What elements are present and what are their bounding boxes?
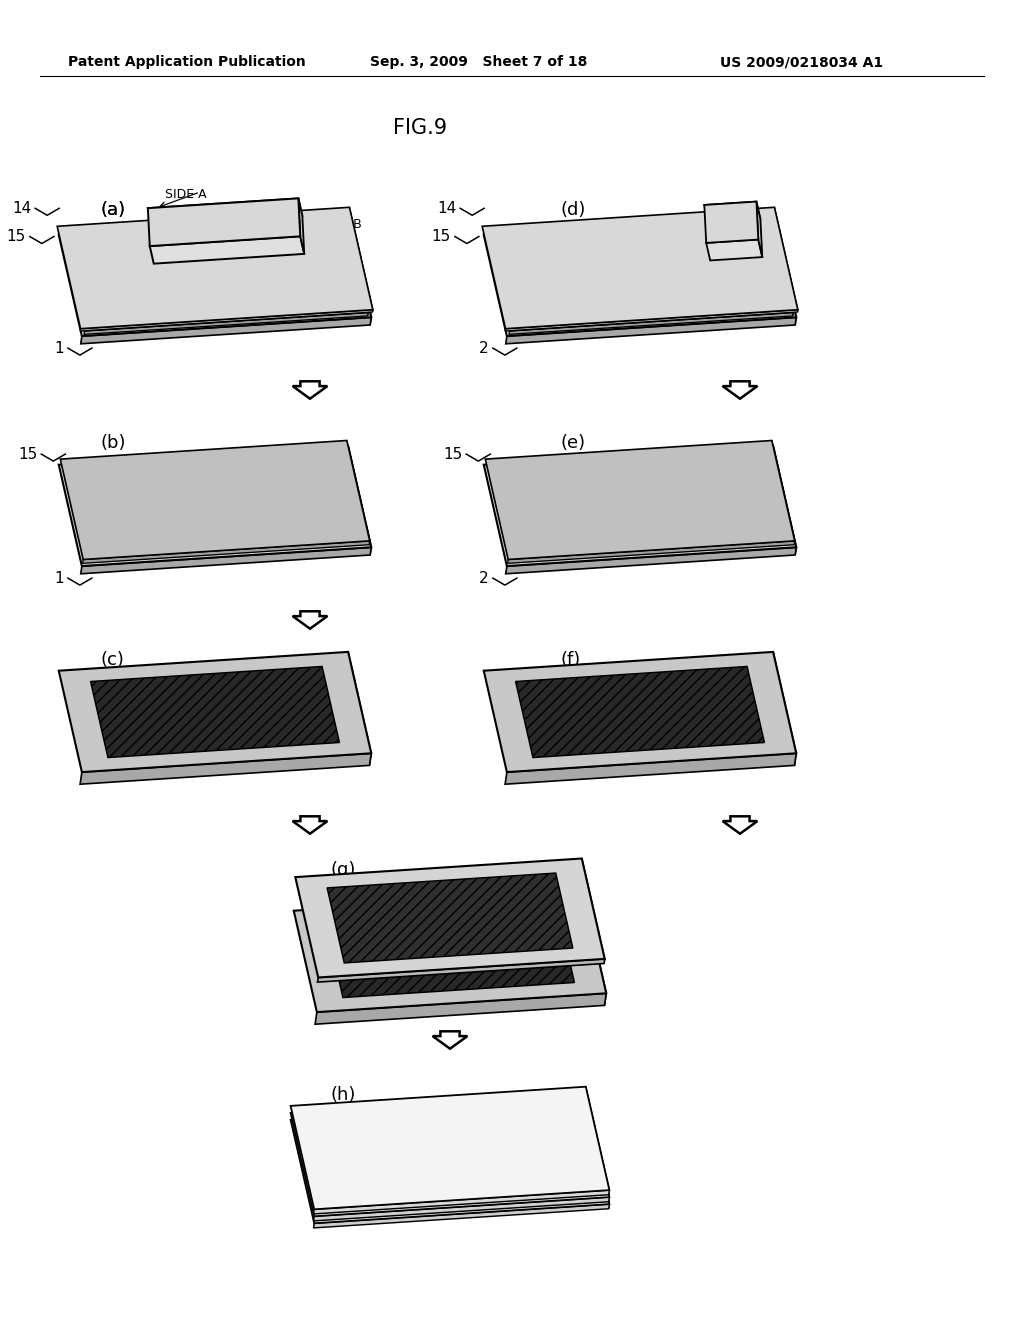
Text: Patent Application Publication: Patent Application Publication <box>68 55 306 69</box>
Polygon shape <box>60 441 370 560</box>
Text: (d): (d) <box>560 201 586 219</box>
Polygon shape <box>291 1101 609 1224</box>
Polygon shape <box>509 313 794 334</box>
Text: 15: 15 <box>432 230 451 244</box>
Polygon shape <box>84 313 369 334</box>
Polygon shape <box>315 993 606 1024</box>
Text: 15: 15 <box>18 446 37 462</box>
Polygon shape <box>705 202 759 243</box>
Text: FIG.9: FIG.9 <box>393 117 447 139</box>
Polygon shape <box>506 317 797 343</box>
Polygon shape <box>505 310 798 331</box>
Polygon shape <box>293 381 328 399</box>
Text: (h): (h) <box>330 1086 355 1104</box>
Polygon shape <box>432 1031 467 1048</box>
Polygon shape <box>483 652 797 772</box>
Polygon shape <box>294 892 606 1012</box>
Polygon shape <box>58 446 372 566</box>
Polygon shape <box>80 310 373 331</box>
Text: SIDE A: SIDE A <box>165 187 207 201</box>
Polygon shape <box>58 652 372 772</box>
Polygon shape <box>81 317 372 343</box>
Polygon shape <box>482 207 798 329</box>
Polygon shape <box>485 441 795 560</box>
Polygon shape <box>346 441 370 545</box>
Polygon shape <box>346 652 372 766</box>
Polygon shape <box>582 892 606 1006</box>
Polygon shape <box>585 1086 609 1195</box>
Polygon shape <box>707 239 762 260</box>
Polygon shape <box>147 198 302 226</box>
Polygon shape <box>326 907 574 998</box>
Text: 2: 2 <box>479 570 488 586</box>
Polygon shape <box>293 611 328 628</box>
Polygon shape <box>80 754 372 784</box>
Polygon shape <box>90 667 339 758</box>
Polygon shape <box>347 446 372 554</box>
Polygon shape <box>519 232 761 319</box>
Polygon shape <box>327 873 572 964</box>
Text: (g): (g) <box>330 861 355 879</box>
Polygon shape <box>349 207 373 312</box>
Text: 14: 14 <box>437 201 456 215</box>
Polygon shape <box>505 754 797 784</box>
Text: Sep. 3, 2009   Sheet 7 of 18: Sep. 3, 2009 Sheet 7 of 18 <box>370 55 588 69</box>
Polygon shape <box>90 461 339 552</box>
Text: 14: 14 <box>12 201 31 215</box>
Text: 2: 2 <box>479 341 488 355</box>
Text: 15: 15 <box>443 446 462 462</box>
Text: US 2009/0218034 A1: US 2009/0218034 A1 <box>720 55 883 69</box>
Polygon shape <box>58 216 372 337</box>
Polygon shape <box>298 198 304 253</box>
Text: 1: 1 <box>54 570 63 586</box>
Text: (c): (c) <box>100 651 124 669</box>
Polygon shape <box>313 1204 609 1228</box>
Polygon shape <box>515 667 765 758</box>
Text: (e): (e) <box>560 434 585 451</box>
Polygon shape <box>774 207 798 312</box>
Polygon shape <box>582 858 605 964</box>
Polygon shape <box>771 652 797 766</box>
Polygon shape <box>723 381 758 399</box>
Polygon shape <box>515 461 765 552</box>
Polygon shape <box>293 816 328 834</box>
Polygon shape <box>313 1191 609 1214</box>
Polygon shape <box>295 858 605 978</box>
Polygon shape <box>483 216 797 337</box>
Polygon shape <box>506 548 797 574</box>
Polygon shape <box>291 1086 609 1209</box>
Polygon shape <box>147 198 300 246</box>
Text: 15: 15 <box>6 230 26 244</box>
Polygon shape <box>345 213 369 315</box>
Polygon shape <box>291 1094 609 1216</box>
Polygon shape <box>723 816 758 834</box>
Polygon shape <box>771 441 795 545</box>
Polygon shape <box>313 1197 609 1221</box>
Polygon shape <box>770 213 794 315</box>
Polygon shape <box>57 207 373 329</box>
Polygon shape <box>81 548 372 574</box>
Polygon shape <box>508 541 795 564</box>
Polygon shape <box>585 1094 609 1201</box>
Polygon shape <box>585 1101 609 1209</box>
Polygon shape <box>83 541 370 564</box>
Polygon shape <box>483 446 797 566</box>
Polygon shape <box>150 236 304 264</box>
Text: (f): (f) <box>560 651 581 669</box>
Polygon shape <box>94 232 336 319</box>
Text: (a): (a) <box>100 201 125 219</box>
Polygon shape <box>486 213 794 331</box>
Polygon shape <box>757 202 762 257</box>
Polygon shape <box>317 958 605 982</box>
Text: 1: 1 <box>54 341 63 355</box>
Text: (b): (b) <box>100 434 126 451</box>
Text: SIDE B: SIDE B <box>319 218 361 231</box>
Polygon shape <box>772 446 797 554</box>
Polygon shape <box>772 216 797 325</box>
Polygon shape <box>347 216 372 325</box>
Text: (a): (a) <box>100 201 125 219</box>
Polygon shape <box>705 202 761 223</box>
Polygon shape <box>61 213 369 331</box>
